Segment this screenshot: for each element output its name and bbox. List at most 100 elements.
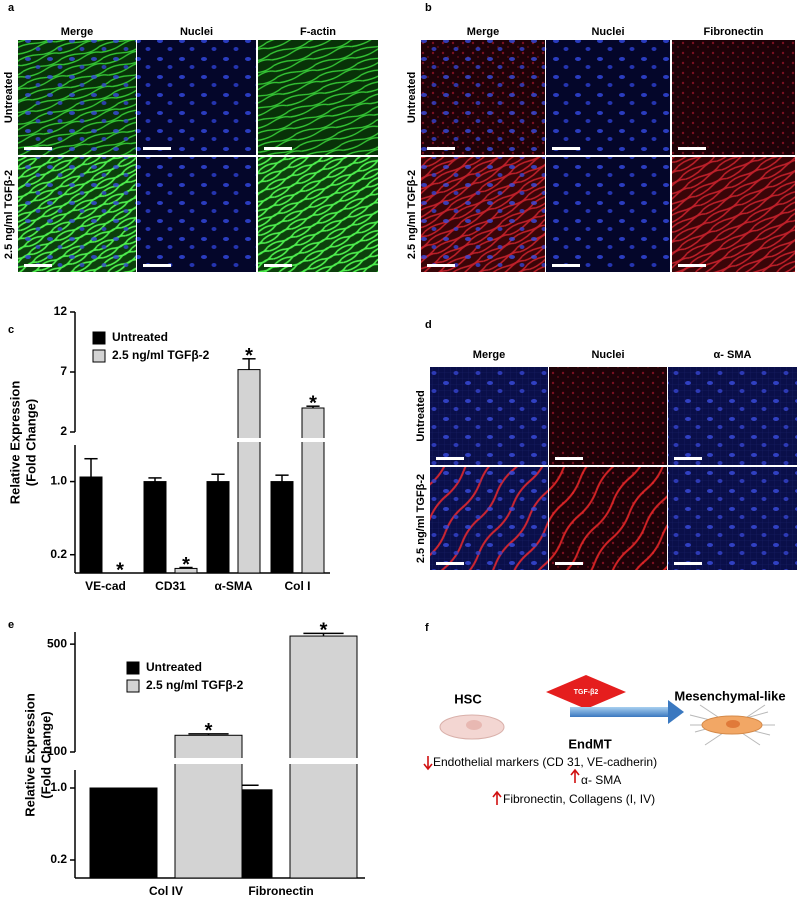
significance-mark: * bbox=[320, 620, 328, 642]
micrograph bbox=[549, 367, 667, 465]
micrographs bbox=[18, 40, 797, 570]
micrograph bbox=[137, 40, 256, 155]
axis-break bbox=[77, 758, 367, 764]
y-tick-label: 0.2 bbox=[50, 852, 67, 866]
micrograph bbox=[546, 157, 670, 272]
down-arrow bbox=[423, 756, 433, 771]
column-header: Nuclei bbox=[180, 26, 213, 38]
scale-bar bbox=[264, 147, 292, 150]
micrograph bbox=[18, 157, 136, 272]
y-axis-label: Relative Expression bbox=[22, 693, 37, 817]
error-bar bbox=[211, 473, 225, 482]
legend-swatch bbox=[92, 349, 106, 363]
y-axis-label: Relative Expression bbox=[7, 381, 22, 505]
x-tick-label: Fibronectin bbox=[248, 884, 313, 897]
panel-label: a bbox=[8, 2, 15, 14]
x-tick-label: Col IV bbox=[149, 884, 183, 897]
legend-swatch bbox=[92, 331, 106, 345]
micrograph bbox=[668, 367, 797, 465]
process-label: EndMT bbox=[568, 736, 611, 751]
legend-swatch bbox=[126, 679, 140, 693]
significance-mark: * bbox=[245, 345, 253, 367]
hsc-label: HSC bbox=[454, 691, 482, 706]
scale-bar bbox=[143, 264, 171, 267]
micrograph bbox=[549, 467, 667, 570]
significance-mark: * bbox=[309, 392, 317, 414]
y-tick-label: 100 bbox=[47, 744, 67, 758]
column-header: Nuclei bbox=[591, 349, 624, 361]
drug-diamond bbox=[546, 675, 626, 709]
column-header: Merge bbox=[467, 26, 499, 38]
scale-bar bbox=[674, 457, 702, 460]
scale-bar bbox=[555, 457, 583, 460]
arrow-head bbox=[668, 700, 684, 724]
scale-bar bbox=[552, 147, 580, 150]
bar bbox=[174, 734, 243, 879]
axis-break bbox=[77, 438, 332, 442]
significance-mark: * bbox=[182, 554, 190, 576]
micrograph bbox=[258, 40, 378, 155]
column-header: α- SMA bbox=[714, 349, 752, 361]
column-header: Merge bbox=[473, 349, 505, 361]
scale-bar bbox=[427, 147, 455, 150]
x-tick-label: CD31 bbox=[155, 579, 186, 593]
error-bar bbox=[188, 733, 229, 736]
y-tick-label: 12 bbox=[54, 304, 68, 318]
bar bbox=[289, 635, 358, 879]
legend-label: Untreated bbox=[112, 330, 168, 344]
legend-swatch bbox=[126, 661, 140, 675]
legend-label: 2.5 ng/ml TGFβ-2 bbox=[146, 678, 244, 692]
change-text: α- SMA bbox=[581, 773, 621, 787]
y-tick-label: 1.0 bbox=[50, 780, 67, 794]
legend-label: Untreated bbox=[146, 660, 202, 674]
bar bbox=[79, 476, 103, 574]
scale-bar bbox=[24, 147, 52, 150]
column-header: Fibronectin bbox=[704, 26, 764, 38]
micrograph bbox=[137, 157, 256, 272]
y-tick-label: 0.2 bbox=[50, 547, 67, 561]
panel-label: c bbox=[8, 324, 14, 336]
column-header: Merge bbox=[61, 26, 93, 38]
drug-label: TGF-β2 bbox=[574, 689, 599, 696]
micrograph bbox=[672, 157, 795, 272]
bar bbox=[301, 407, 325, 574]
significance-mark: * bbox=[116, 559, 124, 581]
column-header: Nuclei bbox=[591, 26, 624, 38]
row-label: Untreated bbox=[3, 72, 15, 123]
error-bar bbox=[242, 358, 256, 370]
column-header: F-actin bbox=[300, 26, 336, 38]
significance-mark: * bbox=[205, 720, 213, 742]
panel-label: e bbox=[8, 619, 14, 631]
up-arrow bbox=[492, 790, 502, 805]
y-axis-label: (Fold Change) bbox=[38, 711, 53, 798]
row-label: 2.5 ng/ml TGFβ-2 bbox=[406, 170, 418, 259]
error-bar bbox=[306, 405, 320, 408]
micrograph bbox=[668, 467, 797, 570]
row-label: 2.5 ng/ml TGFβ-2 bbox=[415, 474, 427, 563]
x-tick-label: Col I bbox=[285, 579, 311, 593]
hsc-nucleus bbox=[466, 720, 482, 730]
error-bar bbox=[148, 477, 162, 482]
bar bbox=[89, 787, 158, 879]
scale-bar bbox=[436, 562, 464, 565]
error-bar bbox=[275, 474, 289, 482]
micrograph bbox=[258, 157, 378, 272]
error-bar bbox=[303, 632, 344, 637]
change-text: Endothelial markers (CD 31, VE-cadherin) bbox=[433, 755, 657, 769]
micrograph bbox=[672, 40, 795, 155]
y-tick-label: 500 bbox=[47, 636, 67, 650]
scale-bar bbox=[552, 264, 580, 267]
up-arrow bbox=[570, 768, 580, 783]
micrograph bbox=[430, 467, 548, 570]
scale-bar bbox=[555, 562, 583, 565]
x-tick-label: α-SMA bbox=[214, 579, 252, 593]
error-bar bbox=[84, 457, 98, 477]
scale-bar bbox=[678, 264, 706, 267]
error-bar bbox=[179, 566, 193, 569]
y-tick-label: 1.0 bbox=[50, 474, 67, 488]
bar bbox=[143, 481, 167, 574]
scale-bar bbox=[674, 562, 702, 565]
legend-label: 2.5 ng/ml TGFβ-2 bbox=[112, 348, 210, 362]
